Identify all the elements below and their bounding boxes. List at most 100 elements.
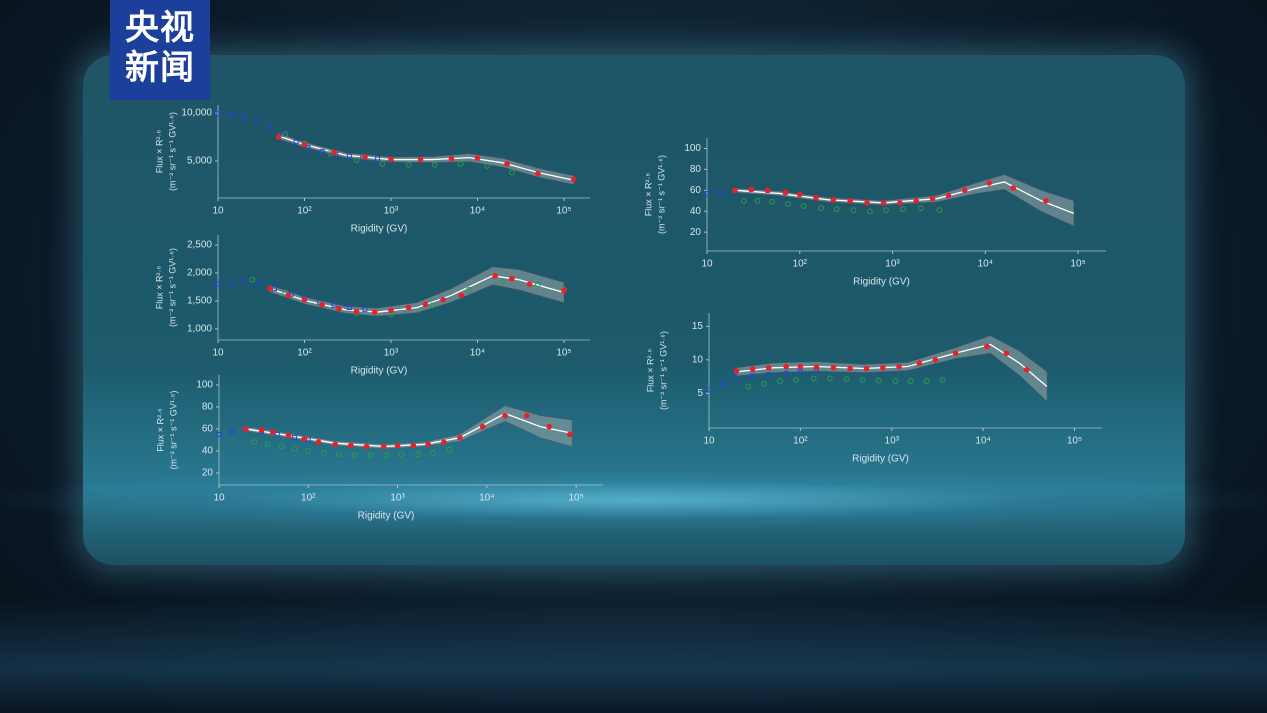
x-tick-label: 10³	[885, 436, 900, 447]
data-point	[859, 376, 866, 383]
data-point	[285, 292, 292, 299]
y-axis-label: (m⁻² sr⁻¹ s⁻¹ GV¹·⁶)	[658, 331, 668, 410]
data-point	[718, 189, 724, 195]
x-tick-label: 10⁵	[556, 348, 571, 359]
x-tick-label: 10³	[885, 259, 900, 270]
data-point	[415, 451, 422, 458]
data-point	[833, 206, 840, 213]
data-point	[241, 114, 247, 120]
y-tick-label: 2,500	[187, 240, 212, 251]
y-tick-label: 100	[684, 143, 701, 154]
data-point	[761, 380, 767, 387]
data-point	[484, 162, 491, 169]
data-point	[256, 280, 262, 286]
data-point	[813, 194, 819, 201]
glow	[0, 470, 1267, 530]
data-point	[278, 443, 285, 450]
data-point	[457, 434, 463, 441]
data-point	[783, 370, 789, 376]
x-tick-label: 10²	[793, 436, 808, 447]
x-tick-label: 10⁵	[556, 206, 571, 217]
data-point	[1043, 197, 1049, 204]
data-point	[785, 201, 792, 207]
y-axis-label: (m⁻² sr⁻¹ s⁻¹ GV¹·⁶)	[168, 391, 178, 470]
data-point	[745, 383, 752, 390]
uncertainty-band	[736, 335, 1048, 402]
data-point	[243, 426, 249, 432]
data-point	[228, 280, 234, 286]
data-point	[388, 307, 394, 314]
data-point	[216, 431, 222, 437]
data-point	[704, 190, 710, 196]
data-point	[813, 364, 820, 370]
data-point	[422, 301, 429, 308]
data-point	[571, 176, 577, 183]
data-point	[474, 155, 481, 161]
data-point	[880, 365, 886, 371]
data-point	[274, 431, 280, 437]
data-point	[301, 296, 308, 303]
y-axis-label: (m⁻² sr⁻¹ s⁻¹ GV¹·⁶)	[167, 112, 177, 191]
data-point	[282, 131, 289, 138]
y-axis-label: Flux × R²·⁶	[645, 348, 655, 392]
data-point	[305, 145, 311, 151]
data-point	[917, 205, 924, 212]
data-point	[264, 441, 271, 448]
data-point	[275, 134, 282, 140]
y-tick-label: 10	[692, 354, 704, 365]
data-point	[457, 160, 464, 167]
data-point	[430, 450, 436, 457]
fit-line	[278, 135, 574, 181]
data-point	[215, 111, 221, 117]
y-tick-label: 40	[202, 446, 214, 457]
x-axis-label: Rigidity (GV)	[351, 366, 408, 377]
data-point	[797, 363, 804, 370]
data-point	[258, 427, 265, 433]
uncertainty-band	[269, 266, 565, 317]
data-point	[782, 189, 789, 196]
data-point	[863, 365, 870, 372]
y-axis-label: (m⁻² sr⁻¹ s⁻¹ GV¹·⁶)	[167, 248, 177, 327]
data-point	[561, 288, 567, 294]
x-tick-label: 10⁴	[470, 348, 485, 359]
data-point	[830, 365, 837, 371]
data-point	[1003, 350, 1010, 356]
data-point	[984, 343, 990, 350]
data-point	[766, 372, 772, 378]
data-point	[923, 378, 930, 385]
data-point	[405, 304, 412, 311]
data-point	[734, 376, 740, 382]
data-point	[546, 423, 553, 430]
logo-text: 央视	[125, 9, 195, 47]
x-tick-label: 10³	[390, 493, 405, 504]
data-point	[719, 380, 725, 386]
data-point	[850, 207, 857, 214]
data-point	[301, 436, 307, 442]
y-axis-label: Flux × R²·⁶	[643, 172, 653, 216]
uncertainty-band	[245, 405, 573, 449]
y-tick-label: 60	[690, 185, 702, 196]
data-point	[523, 412, 530, 419]
data-point	[500, 278, 507, 285]
data-point	[269, 429, 276, 436]
data-point	[331, 149, 337, 156]
data-point	[367, 452, 374, 459]
data-point	[916, 360, 923, 366]
data-point	[932, 357, 939, 363]
data-point	[777, 378, 784, 385]
data-point	[375, 156, 381, 162]
data-point	[810, 375, 817, 382]
data-point	[458, 292, 465, 299]
data-point	[410, 442, 417, 449]
data-point	[492, 272, 498, 279]
data-point	[215, 281, 221, 287]
data-point	[362, 154, 368, 160]
data-point	[764, 187, 771, 194]
data-point	[504, 161, 510, 167]
data-point	[388, 156, 394, 162]
y-axis-label: Flux × R²·⁶	[154, 265, 164, 309]
data-point	[508, 169, 515, 176]
x-tick-label: 10²	[297, 348, 312, 359]
data-point	[797, 369, 803, 375]
y-tick-label: 80	[690, 164, 702, 175]
